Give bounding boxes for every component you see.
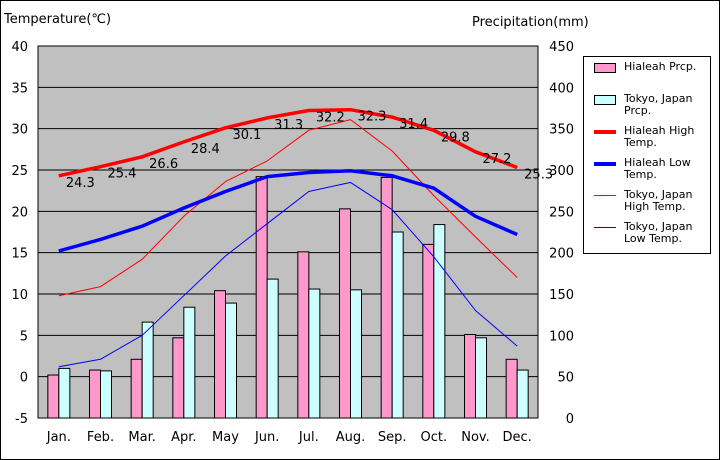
legend-label: Temp. [624, 168, 657, 181]
bar-tokyo-prcp [475, 337, 487, 419]
plot-area [37, 45, 539, 419]
bar-hialeah-prcp [464, 334, 476, 419]
line-tokyo-japan-low-temp [58, 181, 518, 368]
left-tick-label: 0 [20, 371, 28, 386]
left-tick-label: 5 [20, 329, 28, 344]
x-tick-label: Apr. [171, 430, 196, 445]
left-axis-title: Temperature(℃) [4, 12, 112, 27]
data-label-hialeah-high: 26.6 [149, 157, 178, 172]
data-label-hialeah-high: 27.2 [483, 152, 512, 167]
right-axis-title: Precipitation(mm) [472, 15, 589, 30]
legend-label: Tokyo, Japan [624, 220, 693, 233]
bar-tokyo-prcp [308, 288, 321, 419]
left-tick-label: 25 [11, 164, 28, 179]
bar-tokyo-prcp [266, 278, 279, 419]
legend-line-hialeah-low [594, 162, 616, 166]
bar-tokyo-prcp [433, 224, 446, 419]
x-tick-label: Jun. [254, 430, 279, 445]
bar-hialeah-prcp [297, 251, 310, 419]
right-tick-label: 50 [557, 371, 574, 386]
bar-hialeah-prcp [339, 208, 351, 419]
bar-hialeah-prcp [255, 176, 268, 419]
legend-swatch-tokyo-prcp [594, 95, 616, 105]
left-tick-label: 40 [11, 40, 28, 55]
legend-label: Tokyo, Japan [624, 188, 693, 201]
data-label-hialeah-high: 25.3 [524, 168, 553, 183]
legend-line-tokyo-high [594, 195, 616, 196]
right-tick-label: 150 [549, 288, 574, 303]
x-tick-label: Jul. [298, 430, 319, 445]
data-label-hialeah-high: 24.3 [66, 176, 95, 191]
bar-hialeah-prcp [89, 369, 101, 419]
right-tick-label: 100 [549, 329, 574, 344]
bar-hialeah-prcp [47, 374, 60, 419]
data-label-hialeah-high: 31.4 [399, 117, 428, 132]
data-label-hialeah-high: 28.4 [191, 142, 220, 157]
right-tick-label: 200 [549, 247, 574, 262]
bar-tokyo-prcp [225, 302, 237, 419]
right-tick-label: 250 [549, 205, 574, 220]
bar-hialeah-prcp [172, 337, 185, 419]
bar-tokyo-prcp [58, 367, 71, 419]
legend-label: Hialeah High [624, 124, 695, 137]
legend-label: Tokyo, Japan [624, 92, 693, 105]
legend-label: High Temp. [624, 200, 686, 213]
bar-tokyo-prcp [183, 306, 196, 419]
right-tick-label: 350 [549, 123, 574, 138]
legend-label: Hialeah Prcp. [624, 60, 697, 73]
right-tick-label: 400 [549, 81, 574, 96]
legend-label: Hialeah Low [624, 156, 691, 169]
line-tokyo-japan-high-temp [58, 119, 518, 297]
left-tick-label: -5 [15, 412, 28, 427]
x-tick-label: Oct. [421, 430, 448, 445]
left-tick-label: 20 [11, 205, 28, 220]
bar-hialeah-prcp [214, 290, 226, 419]
chart-legend: Hialeah Prcp. Tokyo, Japan Prcp. Hialeah… [583, 56, 711, 254]
bar-tokyo-prcp [100, 370, 112, 419]
right-tick-label: 300 [549, 164, 574, 179]
data-label-hialeah-high: 30.1 [233, 128, 262, 143]
left-tick-label: 35 [11, 81, 28, 96]
bar-tokyo-prcp [350, 289, 362, 419]
bar-tokyo-prcp [391, 231, 404, 419]
bar-tokyo-prcp [141, 321, 154, 419]
right-tick-label: 450 [549, 40, 574, 55]
line-hialeah-high-temp [58, 107, 518, 178]
legend-line-tokyo-low [594, 227, 616, 228]
right-tick-label: 0 [566, 412, 574, 427]
left-tick-label: 30 [11, 123, 28, 138]
legend-label: Temp. [624, 136, 657, 149]
line-hialeah-low-temp [58, 169, 518, 253]
bar-hialeah-prcp [130, 358, 143, 419]
data-label-hialeah-high: 32.3 [358, 110, 387, 125]
bar-hialeah-prcp [505, 358, 518, 419]
x-tick-label: Feb. [87, 430, 114, 445]
data-label-hialeah-high: 31.3 [274, 118, 303, 133]
left-tick-label: 15 [11, 247, 28, 262]
bar-hialeah-prcp [380, 176, 393, 419]
data-label-hialeah-high: 25.4 [108, 167, 137, 182]
x-tick-label: Mar. [128, 430, 155, 445]
data-label-hialeah-high: 32.2 [316, 110, 345, 125]
x-tick-label: Aug. [336, 430, 366, 445]
left-tick-label: 10 [11, 288, 28, 303]
bar-tokyo-prcp [516, 369, 529, 419]
legend-label: Prcp. [624, 104, 652, 117]
data-label-hialeah-high: 29.8 [441, 130, 470, 145]
legend-line-hialeah-high [594, 130, 616, 134]
x-tick-label: Dec. [503, 430, 532, 445]
legend-swatch-hialeah-prcp [594, 63, 616, 73]
x-tick-label: May [212, 430, 239, 445]
x-tick-label: Nov. [461, 430, 490, 445]
bar-hialeah-prcp [422, 243, 435, 419]
legend-label: Low Temp. [624, 232, 682, 245]
x-tick-label: Sep. [378, 430, 407, 445]
x-tick-label: Jan. [46, 430, 71, 445]
